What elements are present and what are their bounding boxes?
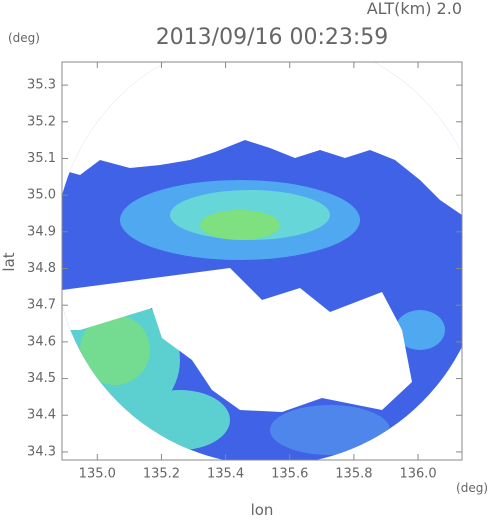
x-tick-label: 135.4 [207, 467, 244, 482]
y-tick-label: 34.7 [27, 298, 56, 313]
y-tick-label: 35.2 [27, 114, 56, 129]
y-tick-label: 34.5 [27, 371, 56, 386]
y-unit: (deg) [8, 31, 40, 45]
y-tick-label: 35.3 [27, 78, 56, 93]
y-tick-label: 34.6 [27, 334, 56, 349]
x-unit: (deg) [456, 481, 488, 495]
x-tick-label: 136.0 [399, 467, 436, 482]
plot-frame [61, 61, 463, 461]
y-tick-label: 34.8 [27, 261, 56, 276]
y-tick-label: 34.9 [27, 224, 56, 239]
x-tick-label: 135.8 [335, 467, 372, 482]
y-tick-label: 35.0 [27, 188, 56, 203]
x-label: lon [251, 501, 274, 519]
x-tick-label: 135.2 [143, 467, 180, 482]
y-label: lat [0, 252, 18, 271]
y-tick-label: 34.4 [27, 408, 56, 423]
x-tick-label: 135.0 [79, 467, 116, 482]
y-tick-label: 34.3 [27, 444, 56, 459]
altitude: ALT(km) 2.0 [367, 0, 462, 18]
title: 2013/09/16 00:23:59 [156, 25, 389, 50]
y-tick-label: 35.1 [27, 151, 56, 166]
x-tick-label: 135.6 [271, 467, 308, 482]
radar-field [62, 62, 462, 460]
